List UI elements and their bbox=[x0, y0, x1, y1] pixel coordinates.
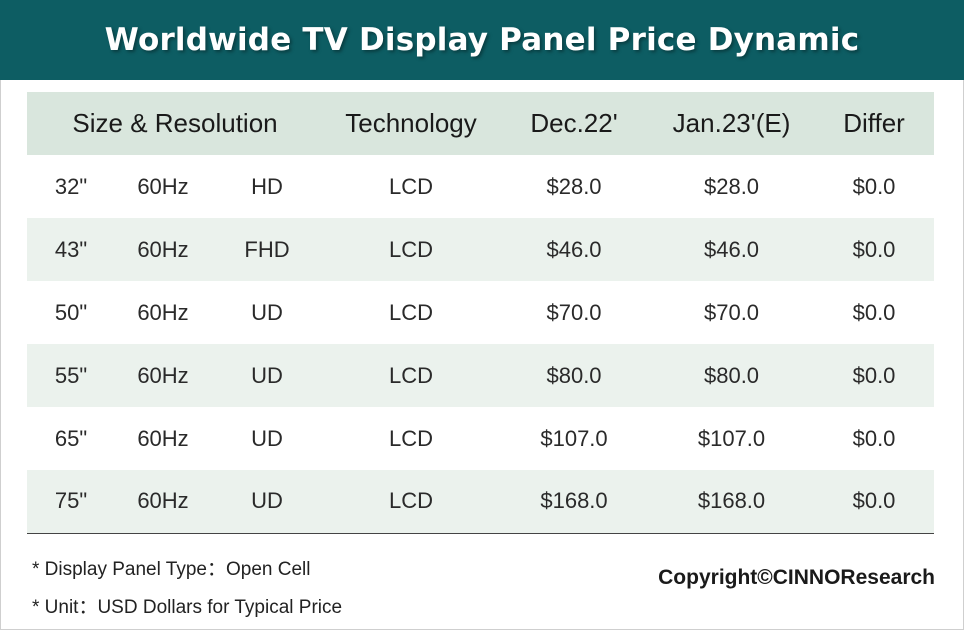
cell-size: 32" bbox=[54, 173, 88, 199]
cell-refresh: 60Hz bbox=[137, 362, 189, 388]
cell-differ: $0.0 bbox=[852, 362, 896, 388]
cell-technology: LCD bbox=[389, 236, 434, 262]
table-body: 32" 60Hz HD LCD $28.0 $28.0 $0.0 43" 60Hz FHD LCD $… bbox=[27, 155, 935, 533]
cell-differ: $0.0 bbox=[852, 236, 896, 262]
cell-dec22: $80.0 bbox=[546, 362, 602, 388]
header-technology: Technology bbox=[345, 108, 477, 138]
cell-dec22: $168.0 bbox=[540, 488, 608, 514]
cell-technology: LCD bbox=[389, 488, 434, 514]
cell-refresh: 60Hz bbox=[137, 299, 189, 325]
table-row: 75" 60Hz UD LCD $168.0 $168.0 $0.0 bbox=[27, 470, 935, 533]
cell-refresh: 60Hz bbox=[137, 236, 189, 262]
cell-technology: LCD bbox=[389, 299, 434, 325]
cell-size: 43" bbox=[54, 236, 88, 262]
cell-resolution: UD bbox=[251, 488, 283, 514]
cell-differ: $0.0 bbox=[852, 299, 896, 325]
cell-technology: LCD bbox=[389, 425, 434, 451]
cell-jan23: $107.0 bbox=[697, 425, 766, 451]
cell-dec22: $70.0 bbox=[546, 299, 602, 325]
price-table: Size & Resolution Technology Dec.22' Jan… bbox=[27, 92, 935, 534]
footnote-panel-type: * Display Panel Type：Open Cell bbox=[32, 559, 311, 580]
table-row: 43" 60Hz FHD LCD $46.0 $46.0 $0.0 bbox=[27, 218, 935, 281]
table-header-row: Size & Resolution Technology Dec.22' Jan… bbox=[27, 92, 935, 155]
cell-refresh: 60Hz bbox=[137, 173, 189, 199]
copyright-text: Copyright©CINNOResearch bbox=[658, 566, 935, 589]
title-banner: Worldwide TV Display Panel Price Dynamic bbox=[0, 0, 964, 80]
header-jan23: Jan.23'(E) bbox=[672, 108, 791, 138]
table-row: 32" 60Hz HD LCD $28.0 $28.0 $0.0 bbox=[27, 155, 934, 218]
cell-size: 55" bbox=[54, 362, 88, 388]
cell-size: 75" bbox=[54, 488, 88, 514]
cell-dec22: $46.0 bbox=[546, 236, 602, 262]
footnotes: * Display Panel Type：Open Cell * Unit：US… bbox=[32, 556, 342, 632]
cell-jan23: $168.0 bbox=[697, 488, 766, 514]
cell-resolution: UD bbox=[251, 299, 283, 325]
cell-jan23: $46.0 bbox=[703, 236, 760, 262]
table-row: 50" 60Hz UD LCD $70.0 $70.0 $0.0 bbox=[27, 281, 934, 344]
cell-refresh: 60Hz bbox=[137, 425, 189, 451]
cell-size: 50" bbox=[54, 299, 88, 325]
cell-resolution: FHD bbox=[244, 236, 290, 262]
cell-size: 65" bbox=[54, 425, 88, 451]
table-row: 65" 60Hz UD LCD $107.0 $107.0 $0.0 bbox=[27, 407, 934, 470]
header-dec22: Dec.22' bbox=[530, 108, 618, 138]
cell-dec22: $107.0 bbox=[540, 425, 608, 451]
cell-technology: LCD bbox=[389, 173, 434, 199]
header-differ: Differ bbox=[843, 108, 905, 138]
header-size-resolution: Size & Resolution bbox=[72, 108, 278, 138]
cell-jan23: $80.0 bbox=[703, 362, 760, 388]
cell-differ: $0.0 bbox=[852, 173, 896, 199]
cell-jan23: $70.0 bbox=[703, 299, 760, 325]
cell-resolution: HD bbox=[251, 173, 283, 199]
table-row: 55" 60Hz UD LCD $80.0 $80.0 $0.0 bbox=[27, 344, 935, 407]
cell-differ: $0.0 bbox=[852, 488, 896, 514]
cell-dec22: $28.0 bbox=[546, 173, 602, 199]
cell-resolution: UD bbox=[251, 425, 283, 451]
cell-resolution: UD bbox=[251, 362, 283, 388]
page-title: Worldwide TV Display Panel Price Dynamic bbox=[104, 22, 860, 58]
cell-differ: $0.0 bbox=[852, 425, 896, 451]
cell-technology: LCD bbox=[389, 362, 434, 388]
cell-refresh: 60Hz bbox=[137, 488, 189, 514]
cell-jan23: $28.0 bbox=[703, 173, 760, 199]
footnote-unit: * Unit：USD Dollars for Typical Price bbox=[32, 597, 343, 618]
